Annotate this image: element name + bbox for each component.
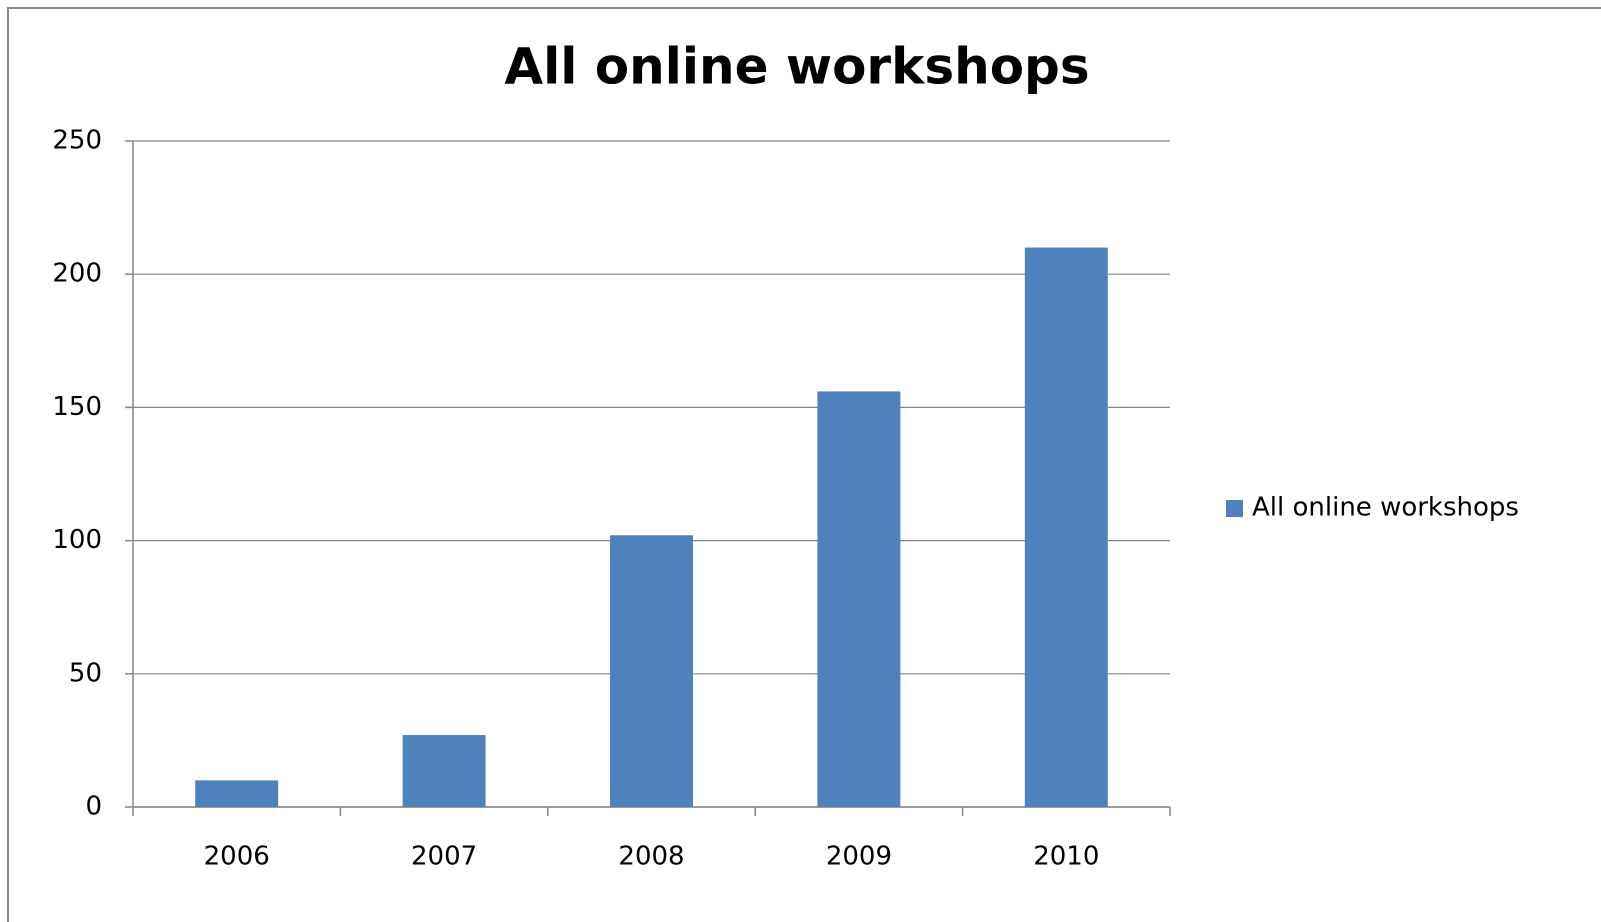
x-tick-label: 2010: [1033, 842, 1099, 872]
x-tick-label: 2008: [618, 842, 684, 872]
chart-frame: [7, 7, 1601, 922]
legend-label: All online workshops: [1252, 493, 1519, 523]
bar: [610, 535, 693, 807]
y-tick-label: 150: [52, 392, 102, 422]
y-tick-label: 0: [85, 792, 102, 822]
x-tick-label: 2006: [204, 842, 270, 872]
x-tick-label: 2009: [826, 842, 892, 872]
bar: [817, 391, 901, 807]
y-tick-label: 100: [52, 525, 102, 555]
bar: [1024, 247, 1108, 807]
x-tick-label: 2007: [411, 842, 477, 872]
y-tick-label: 200: [52, 259, 102, 289]
legend-swatch: [1226, 500, 1243, 517]
bar: [195, 780, 279, 807]
y-tick-label: 250: [52, 126, 102, 156]
y-tick-label: 50: [69, 658, 102, 688]
chart-title: All online workshops: [504, 38, 1089, 96]
bar: [402, 735, 486, 807]
